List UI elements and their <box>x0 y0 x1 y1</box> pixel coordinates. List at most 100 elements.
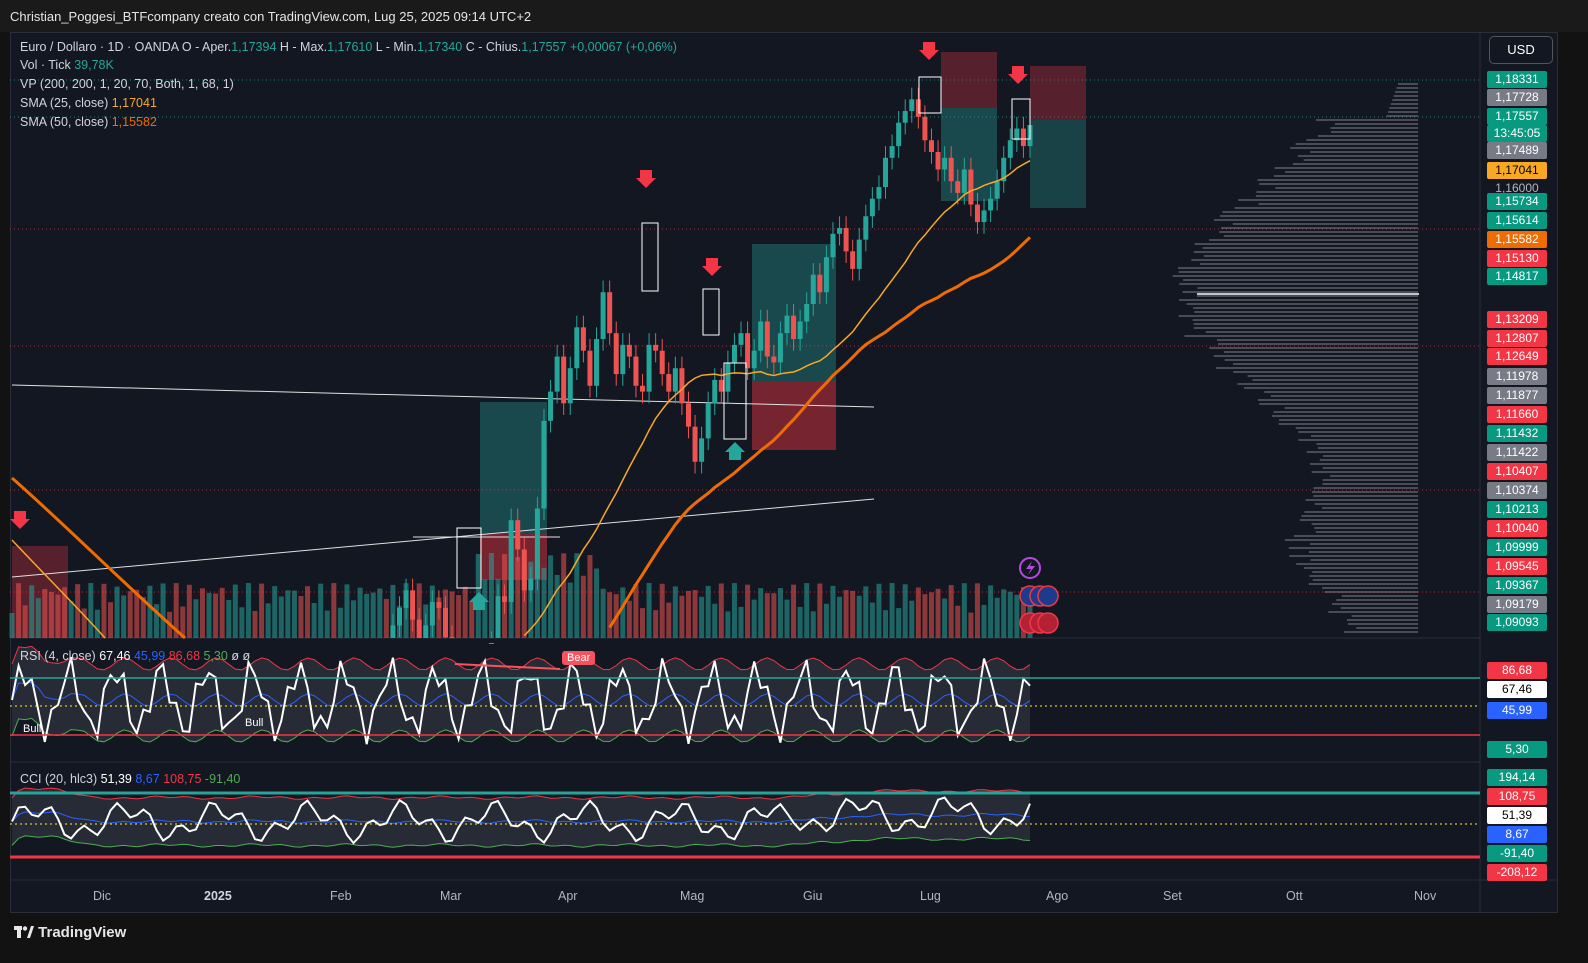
candle <box>693 427 698 462</box>
footer-brand-text: TradingView <box>38 924 126 941</box>
volume-bar <box>739 607 744 638</box>
candle <box>929 140 934 152</box>
volume-bar <box>279 596 284 638</box>
volume-bar <box>108 602 113 638</box>
volume-bar <box>23 605 28 638</box>
candle <box>916 99 921 117</box>
volume-legend: Vol · Tick 39,78K <box>20 58 114 72</box>
volume-bar <box>857 596 862 638</box>
vp-legend: VP (200, 200, 1, 20, 70, Both, 1, 68, 1) <box>20 77 234 91</box>
candle <box>968 169 973 204</box>
currency-button[interactable]: USD <box>1489 36 1553 64</box>
high-value: 1,17610 <box>327 40 372 54</box>
volume-bar <box>88 583 93 638</box>
volume-bar <box>115 587 120 638</box>
trend-line <box>12 385 874 407</box>
close-label: C - Chius. <box>466 40 522 54</box>
cci-axis-label: 194,14 <box>1487 769 1547 786</box>
volume-bar <box>712 604 717 638</box>
volume-bar <box>890 583 895 638</box>
candle <box>771 357 776 363</box>
volume-bar <box>666 603 671 638</box>
volume-bar <box>305 586 310 638</box>
price-label: 1,17041 <box>1487 162 1547 179</box>
price-label: 1,09545 <box>1487 558 1547 575</box>
price-label: 1,10213 <box>1487 501 1547 518</box>
volume-bar <box>870 603 875 638</box>
candle <box>1008 140 1013 158</box>
price-label: 1,09093 <box>1487 614 1547 631</box>
volume-bar <box>699 597 704 638</box>
volume-bar <box>371 593 376 638</box>
volume-bar <box>601 589 606 638</box>
volume-bar <box>193 599 198 638</box>
volume-bar <box>850 591 855 638</box>
candle <box>830 234 835 257</box>
candle <box>883 158 888 187</box>
symbol-name: Euro / Dollaro · 1D · OANDA <box>20 40 178 54</box>
volume-bar <box>594 569 599 638</box>
price-label: 1,09367 <box>1487 577 1547 594</box>
high-label: H - Max. <box>280 40 327 54</box>
volume-bar <box>36 598 41 638</box>
candle <box>955 181 960 193</box>
time-axis-label: Mag <box>680 889 704 903</box>
volume-bar <box>574 553 579 638</box>
candle <box>653 345 658 351</box>
position-box <box>1030 120 1086 208</box>
volume-bar <box>55 594 60 638</box>
highlight-box <box>703 289 719 335</box>
candle <box>633 357 638 386</box>
candle <box>436 602 441 608</box>
volume-bar <box>929 592 934 638</box>
volume-bar <box>962 583 967 638</box>
sma50-label: SMA (50, close) <box>20 115 108 129</box>
price-label: 1,17557 <box>1487 108 1547 125</box>
tradingview-logo-icon <box>14 925 34 937</box>
candle <box>949 158 954 181</box>
price-label: 1,15734 <box>1487 193 1547 210</box>
rsi-upper-value: 86,68 <box>169 649 200 663</box>
volume-bar <box>121 595 126 638</box>
time-axis-label: Lug <box>920 889 941 903</box>
sell-arrow-icon <box>10 511 30 529</box>
candle <box>739 333 744 345</box>
volume-bar <box>344 584 349 638</box>
candle <box>936 152 941 170</box>
candle <box>975 205 980 223</box>
change-value: +0,00067 (+0,06%) <box>570 40 677 54</box>
volume-bar <box>489 553 494 638</box>
cci-value: 51,39 <box>101 772 132 786</box>
trend-line <box>12 499 874 577</box>
cci-upper-value: 108,75 <box>163 772 201 786</box>
volume-bar <box>686 591 691 638</box>
volume-bar <box>811 611 816 638</box>
rsi-ma-value: 45,99 <box>134 649 165 663</box>
candle <box>555 357 560 392</box>
volume-bar <box>568 583 573 638</box>
volume-bar <box>955 606 960 638</box>
candle <box>607 292 612 333</box>
price-label: 1,11432 <box>1487 425 1547 442</box>
footer-brand: TradingView <box>14 924 126 941</box>
volume-bar <box>679 596 684 638</box>
candle <box>502 596 507 602</box>
rsi-axis-label: 5,30 <box>1487 741 1547 758</box>
volume-bar <box>207 593 212 638</box>
volume-bar <box>660 584 665 638</box>
volume-bar <box>633 584 638 638</box>
volume-bar <box>325 611 330 638</box>
candle <box>417 620 422 638</box>
candle <box>962 169 967 192</box>
volume-bar <box>266 603 271 638</box>
rsi-axis-label: 86,68 <box>1487 662 1547 679</box>
volume-bar <box>259 584 264 638</box>
volume-bar <box>220 588 225 638</box>
candle <box>541 421 546 509</box>
volume-bar <box>732 583 737 638</box>
candle <box>758 321 763 350</box>
volume-bar <box>824 604 829 638</box>
price-label: 1,10374 <box>1487 482 1547 499</box>
candle <box>594 339 599 386</box>
